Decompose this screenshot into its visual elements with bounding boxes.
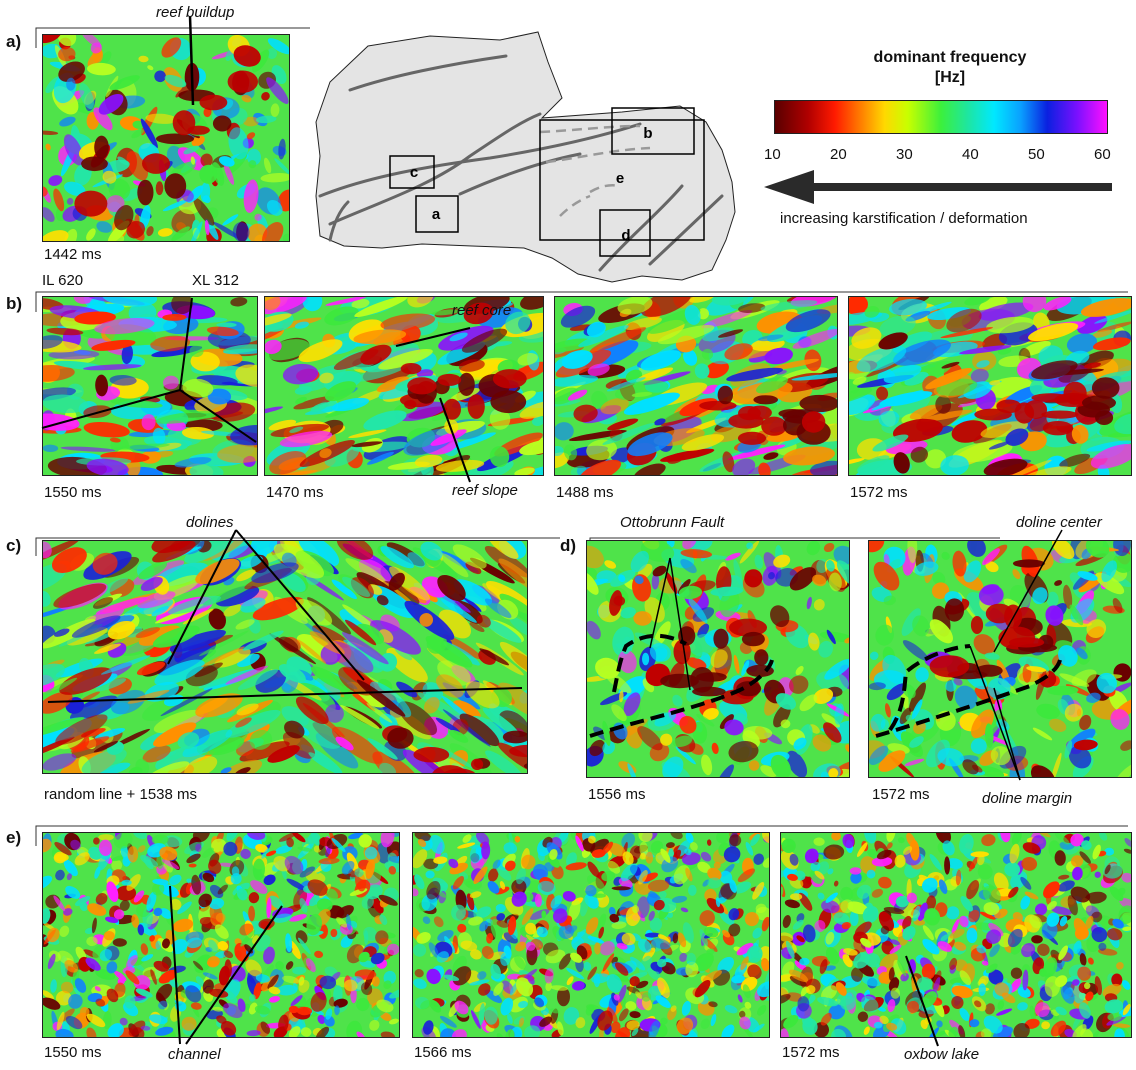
attribute-slice-1572-d bbox=[868, 540, 1132, 778]
time-label-e3: 1572 ms bbox=[782, 1044, 840, 1061]
attribute-slice-1556 bbox=[586, 540, 850, 778]
attribute-3d-cube bbox=[42, 296, 258, 476]
ottobrunn-fault-label: Ottobrunn Fault bbox=[620, 514, 725, 531]
time-label-d2: 1572 ms bbox=[872, 786, 930, 803]
colorbar bbox=[774, 100, 1108, 134]
colorbar-tick-10: 10 bbox=[764, 146, 781, 163]
panel-label-e: e) bbox=[6, 828, 22, 847]
time-label-e2: 1566 ms bbox=[414, 1044, 472, 1061]
panel-label-b: b) bbox=[6, 294, 23, 313]
reef-slope-label: reef slope bbox=[452, 482, 518, 499]
dolines-label: dolines bbox=[186, 514, 234, 531]
reef-buildup-label: reef buildup bbox=[156, 4, 235, 21]
time-label-c: random line + 1538 ms bbox=[44, 786, 198, 803]
attribute-slice-1470 bbox=[264, 296, 544, 476]
panel-label-a: a) bbox=[6, 32, 22, 51]
time-label-b4: 1572 ms bbox=[850, 484, 908, 501]
map-box-c: c bbox=[410, 164, 418, 181]
time-label-b3: 1488 ms bbox=[556, 484, 614, 501]
map-box-a: a bbox=[432, 206, 441, 223]
map-box-b: b bbox=[643, 125, 652, 142]
colorbar-tick-20: 20 bbox=[830, 146, 847, 163]
arrow-caption: increasing karstification / deformation bbox=[780, 210, 1028, 227]
colorbar-tick-40: 40 bbox=[962, 146, 979, 163]
time-label-b2: 1470 ms bbox=[266, 484, 324, 501]
attribute-slice-1572-e bbox=[780, 832, 1132, 1038]
colorbar-tick-60: 60 bbox=[1094, 146, 1111, 163]
attribute-slice-1566-e bbox=[412, 832, 770, 1038]
time-label-a: 1442 ms bbox=[44, 246, 102, 263]
attribute-slice-1572-b bbox=[848, 296, 1132, 476]
attribute-slice-1550-e bbox=[42, 832, 400, 1038]
attribute-slice-1488 bbox=[554, 296, 838, 476]
reef-core-label: reef core bbox=[452, 302, 512, 319]
oxbow-lake-label: oxbow lake bbox=[904, 1046, 980, 1063]
doline-center-label: doline center bbox=[1016, 514, 1102, 531]
time-label-b1: 1550 ms bbox=[44, 484, 102, 501]
map-box-e: e bbox=[616, 170, 624, 187]
time-label-d1: 1556 ms bbox=[588, 786, 646, 803]
inline-label: IL 620 bbox=[42, 272, 84, 289]
attribute-random-line bbox=[42, 540, 528, 774]
colorbar-tick-50: 50 bbox=[1028, 146, 1045, 163]
colorbar-tick-30: 30 bbox=[896, 146, 913, 163]
colorbar-title: dominant frequency [Hz] bbox=[800, 48, 1100, 88]
time-label-e1: 1550 ms bbox=[44, 1044, 102, 1061]
panel-label-c: c) bbox=[6, 536, 22, 555]
colorbar-title-line1: dominant frequency bbox=[873, 49, 1027, 66]
survey-outline-map: b c e a d bbox=[315, 31, 736, 283]
crossline-label: XL 312 bbox=[192, 272, 239, 289]
map-box-d: d bbox=[621, 227, 630, 244]
left-arrow-icon bbox=[764, 170, 1112, 204]
colorbar-title-line2: [Hz] bbox=[934, 69, 966, 86]
attribute-map-a bbox=[42, 34, 290, 242]
panel-label-d: d) bbox=[560, 536, 577, 555]
doline-margin-label: doline margin bbox=[982, 790, 1073, 807]
channel-label: channel bbox=[168, 1046, 221, 1063]
